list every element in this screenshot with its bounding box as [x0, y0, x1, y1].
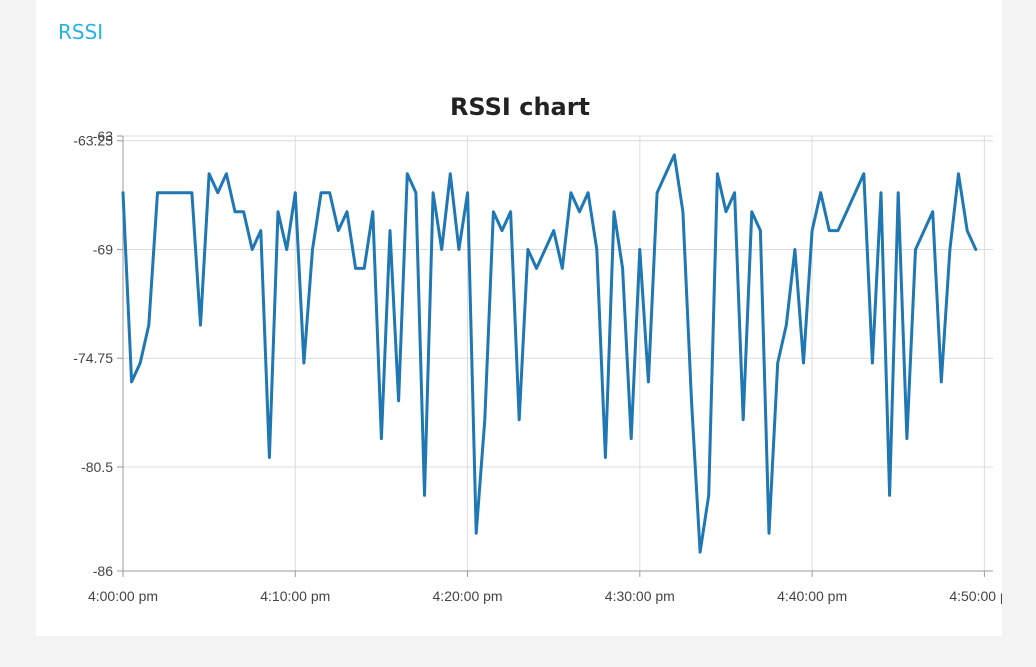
- chart-panel: RSSI RSSI chart -63 -63.25 -69 -74.75 -80.5-…: [36, 0, 1002, 636]
- y-tick-label: -74.75: [73, 350, 113, 366]
- x-tick-label: 4:00:00 pm: [88, 588, 158, 604]
- y-tick-label: -63.25: [73, 133, 113, 149]
- chart-series: [121, 153, 978, 554]
- y-tick-label: -63: [93, 128, 113, 144]
- x-tick-label: 4:30:00 pm: [605, 588, 675, 604]
- chart-axes: -63-63.25 -69 -74.75 -80.5 -86 4:00:00 pm 4:10…: [73, 128, 1002, 604]
- rssi-series-line: [121, 153, 978, 554]
- y-tick-label: -86: [93, 563, 113, 579]
- x-tick-label: 4:40:00 pm: [777, 588, 847, 604]
- x-tick-label: 4:10:00 pm: [260, 588, 330, 604]
- x-tick-label: 4:50:00 pm: [949, 588, 1002, 604]
- chart-grid: [122, 135, 993, 572]
- y-tick-label: -69: [93, 241, 113, 257]
- x-tick-label: 4:20:00 pm: [433, 588, 503, 604]
- panel-title: RSSI: [58, 20, 104, 44]
- y-tick-label: -80.5: [81, 459, 113, 475]
- rssi-line-chart: RSSI chart -63-63.25 -69 -74.75 -80.5 -86 4:0…: [73, 93, 1002, 604]
- chart-title: RSSI chart: [450, 93, 590, 121]
